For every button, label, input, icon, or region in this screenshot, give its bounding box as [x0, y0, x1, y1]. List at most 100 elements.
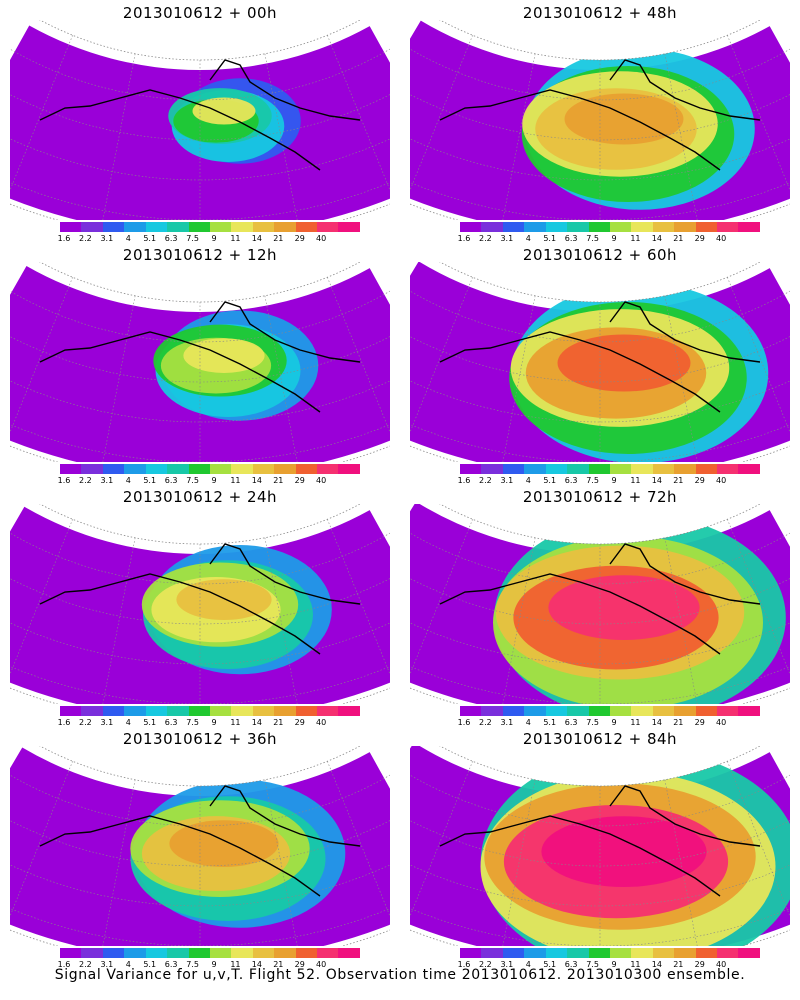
variance-map: [410, 262, 790, 462]
colorbar-label: 6.3: [564, 960, 578, 969]
colorbar-swatch: [102, 222, 125, 232]
domain-outline: [410, 20, 790, 220]
panel-title: 2013010612 + 24h: [122, 488, 278, 506]
colorbar-swatch: [481, 464, 503, 474]
colorbar-swatch: [502, 464, 525, 474]
colorbar-swatch: [631, 222, 653, 232]
colorbar: 1.6 2.2 3.1 4 5.1 6.3 7.5 9 11 14 21 29 40: [458, 464, 760, 486]
colorbar-swatch: [81, 948, 103, 958]
colorbar-label: 11: [230, 718, 241, 727]
domain-outline: [410, 504, 790, 704]
latitude-line: [410, 336, 790, 383]
latitude-line: [10, 424, 390, 462]
colorbar-swatch: [524, 464, 546, 474]
colorbar-swatch: [567, 706, 589, 716]
latitude-line: [10, 578, 390, 625]
colorbar-label: 21: [673, 718, 684, 727]
colorbar-swatch: [460, 948, 482, 958]
colorbar-label: 5.1: [143, 234, 157, 243]
colorbar-swatch: [145, 706, 168, 716]
colorbar-labels: 1.6 2.2 3.1 4 5.1 6.3 7.5 9 11 14 21 29 40: [458, 718, 760, 728]
colorbar-label: 11: [630, 234, 641, 243]
variance-field: [10, 20, 390, 220]
colorbar-label: 40: [716, 960, 727, 969]
colorbar-label: 11: [230, 234, 241, 243]
variance-map: [410, 20, 790, 220]
colorbar-swatch: [717, 948, 739, 958]
colorbar-swatch: [631, 706, 653, 716]
colorbar-swatch: [317, 464, 339, 474]
colorbar-swatch: [502, 222, 525, 232]
colorbar-label: 11: [230, 476, 241, 485]
colorbar-label: 3.1: [100, 960, 114, 969]
graticule: [410, 761, 790, 946]
colorbar-label: 14: [651, 960, 662, 969]
colorbar-label: 29: [294, 234, 305, 243]
latitude-line: [410, 578, 790, 625]
colorbar-swatch: [60, 948, 82, 958]
latitude-line: [10, 182, 390, 220]
map-panel: 2013010612 + 60h 1.6 2.2 3.1 4 5.1 6.3 7.5 9 11 14…: [400, 242, 800, 486]
variance-field: [410, 746, 790, 946]
colorbar-label: 4: [125, 718, 131, 727]
latitude-line: [410, 290, 790, 343]
colorbar-label: 14: [651, 234, 662, 243]
latitude-line: [10, 94, 390, 141]
colorbar-labels: 1.6 2.2 3.1 4 5.1 6.3 7.5 9 11 14 21 29 40: [58, 960, 360, 970]
figure-caption: Signal Variance for u,v,T. Flight 52. Ob…: [54, 967, 746, 983]
colorbar-label: 21: [273, 234, 284, 243]
variance-blob: [541, 816, 707, 887]
colorbar-label: 3.1: [500, 960, 514, 969]
colorbar-swatch: [545, 706, 568, 716]
colorbar-swatch: [338, 948, 360, 958]
coastline: [39, 59, 361, 171]
colorbar-swatch: [124, 464, 146, 474]
colorbar-label: 2.2: [79, 476, 92, 485]
colorbar-label: 40: [716, 718, 727, 727]
colorbar-swatch: [102, 464, 125, 474]
coastline: [439, 59, 761, 171]
colorbar-label: 6.3: [564, 718, 578, 727]
variance-map: [10, 746, 390, 946]
latitude-line: [10, 774, 390, 827]
colorbar-swatch: [674, 222, 696, 232]
colorbar-label: 4: [125, 476, 131, 485]
colorbar-label: 9: [211, 718, 217, 727]
map-panel-grid: 2013010612 + 00h 1.6 2.2 3.1 4 5.1 6.3 7.5 9 11 14…: [10, 4, 800, 970]
colorbar-label: 29: [694, 718, 705, 727]
colorbar-label: 1.6: [457, 960, 471, 969]
variance-blob: [192, 97, 256, 125]
colorbar-label: 9: [211, 476, 217, 485]
colorbar-swatch: [102, 706, 125, 716]
latitude-line: [10, 820, 390, 867]
colorbar-swatch: [295, 706, 318, 716]
colorbar-swatch: [60, 222, 82, 232]
latitude-line: [410, 774, 790, 827]
graticule: [410, 519, 790, 704]
colorbar-swatch: [652, 948, 675, 958]
latitude-line: [410, 908, 790, 946]
colorbar: 1.6 2.2 3.1 4 5.1 6.3 7.5 9 11 14 21 29 40: [58, 464, 360, 486]
coastline: [439, 301, 761, 413]
colorbar-swatch: [231, 706, 253, 716]
variance-blob: [557, 334, 691, 392]
colorbar-label: 4: [525, 960, 531, 969]
colorbar-swatch: [738, 222, 760, 232]
colorbar-label: 3.1: [100, 476, 114, 485]
colorbar-label: 3.1: [500, 476, 514, 485]
colorbar-label: 40: [316, 234, 327, 243]
colorbar-label: 5.1: [543, 718, 557, 727]
colorbar-label: 3.1: [100, 234, 114, 243]
colorbar-swatch: [674, 464, 696, 474]
colorbar-label: 21: [673, 476, 684, 485]
colorbar-swatch: [317, 948, 339, 958]
colorbar-swatch: [167, 464, 189, 474]
colorbar: 1.6 2.2 3.1 4 5.1 6.3 7.5 9 11 14 21 29 40: [58, 706, 360, 728]
colorbar-label: 2.2: [79, 718, 92, 727]
graticule: [10, 519, 390, 704]
colorbar-swatch: [524, 948, 546, 958]
colorbar-swatch: [274, 948, 296, 958]
latitude-line: [410, 424, 790, 462]
colorbar-swatch: [502, 948, 525, 958]
colorbar-label: 2.2: [479, 960, 492, 969]
